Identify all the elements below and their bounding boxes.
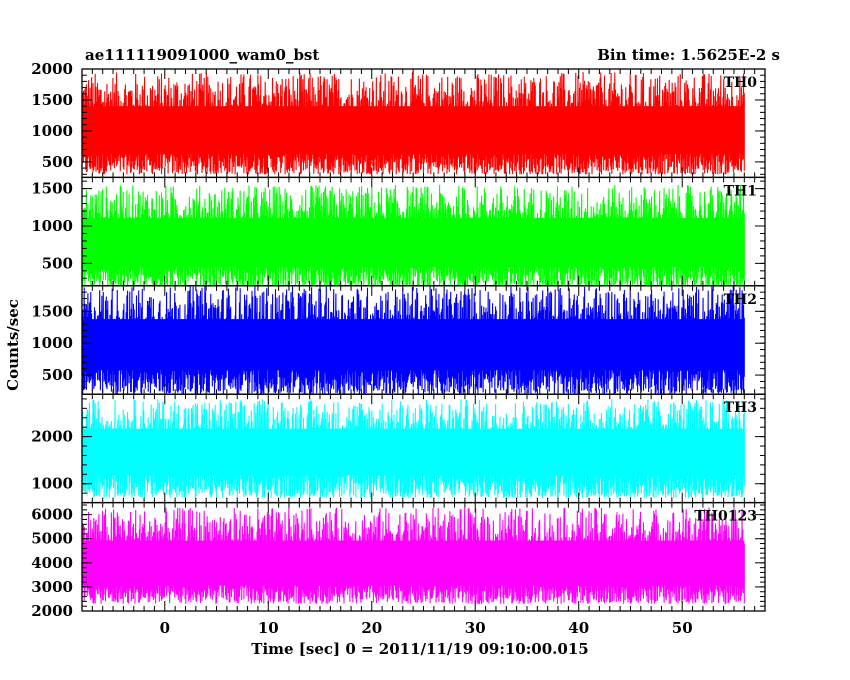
chart-title-right: Bin time: 1.5625E-2 s xyxy=(597,46,780,64)
panel-label-th3: TH3 xyxy=(724,400,757,416)
y-tick-label: 4000 xyxy=(31,554,73,572)
panel-th3: TH3 1000 2000 xyxy=(31,393,766,504)
y-tick-label: 2000 xyxy=(31,602,73,620)
panels-group: TH0500100015002000TH150010001500TH250010… xyxy=(31,60,766,637)
y-tick-label: 1000 xyxy=(31,122,73,140)
panel-th1: TH1 500 1000 1500 xyxy=(31,176,766,287)
panel-label-th2: TH2 xyxy=(724,292,757,308)
y-tick-label: 3000 xyxy=(31,578,73,596)
x-tick-label: 20 xyxy=(361,619,382,637)
series-line-th1 xyxy=(81,184,745,286)
y-tick-label: 5000 xyxy=(31,530,73,548)
y-tick-label: 500 xyxy=(42,366,73,384)
y-axis-label: Counts/sec xyxy=(4,299,22,391)
panel-th0123: TH0123 2000 3000 4000 5000 6000 xyxy=(31,501,766,620)
series-line-th0123 xyxy=(81,507,745,604)
x-tick-label: 10 xyxy=(258,619,279,637)
y-tick-label: 2000 xyxy=(31,428,73,446)
panel-label-th0123: TH0123 xyxy=(694,509,757,525)
series-line-th2 xyxy=(81,285,745,395)
panel-th0: TH0 500 1000 1500 2000 xyxy=(31,60,766,179)
x-tick-label: 0 xyxy=(160,619,170,637)
series-line-th3 xyxy=(81,399,745,498)
y-tick-label: 1000 xyxy=(31,475,73,493)
panel-label-th1: TH1 xyxy=(724,183,757,199)
series-line-th0 xyxy=(81,72,745,175)
y-tick-label: 500 xyxy=(42,254,73,272)
y-tick-label: 500 xyxy=(42,153,73,171)
y-tick-label: 2000 xyxy=(31,60,73,78)
panel-th2: TH2 500 1000 1500 xyxy=(31,285,766,395)
chart-title-left: ae111119091000_wam0_bst xyxy=(85,46,319,64)
y-tick-label: 1000 xyxy=(31,217,73,235)
x-axis-label: Time [sec] 0 = 2011/11/19 09:10:00.015 xyxy=(251,640,588,658)
y-tick-label: 1500 xyxy=(31,302,73,320)
x-tick-label: 40 xyxy=(568,619,589,637)
y-tick-label: 1500 xyxy=(31,180,73,198)
x-tick-label: 50 xyxy=(672,619,693,637)
x-tick-label: 30 xyxy=(465,619,486,637)
y-tick-label: 6000 xyxy=(31,506,73,524)
panel-label-th0: TH0 xyxy=(724,75,758,91)
y-tick-label: 1000 xyxy=(31,334,73,352)
y-tick-label: 1500 xyxy=(31,91,73,109)
